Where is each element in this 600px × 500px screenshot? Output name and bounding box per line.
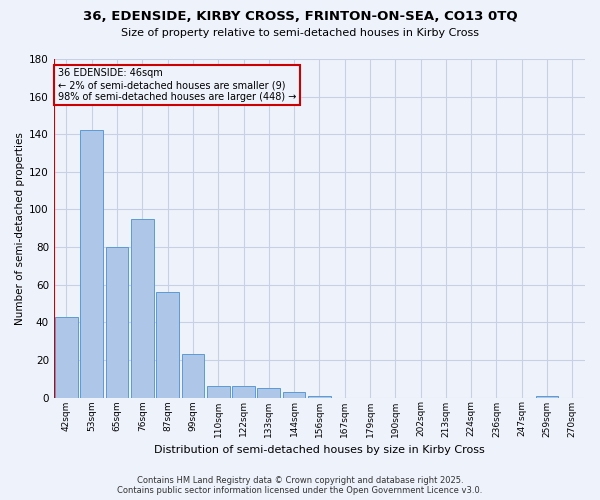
Bar xyxy=(80,130,103,398)
Bar xyxy=(55,316,78,398)
Bar xyxy=(308,396,331,398)
Bar xyxy=(536,396,559,398)
X-axis label: Distribution of semi-detached houses by size in Kirby Cross: Distribution of semi-detached houses by … xyxy=(154,445,485,455)
Bar xyxy=(283,392,305,398)
Y-axis label: Number of semi-detached properties: Number of semi-detached properties xyxy=(15,132,25,324)
Bar xyxy=(257,388,280,398)
Bar xyxy=(207,386,230,398)
Text: 36 EDENSIDE: 46sqm
← 2% of semi-detached houses are smaller (9)
98% of semi-deta: 36 EDENSIDE: 46sqm ← 2% of semi-detached… xyxy=(58,68,296,102)
Bar xyxy=(106,247,128,398)
Bar xyxy=(156,292,179,398)
Bar xyxy=(232,386,255,398)
Text: Size of property relative to semi-detached houses in Kirby Cross: Size of property relative to semi-detach… xyxy=(121,28,479,38)
Text: 36, EDENSIDE, KIRBY CROSS, FRINTON-ON-SEA, CO13 0TQ: 36, EDENSIDE, KIRBY CROSS, FRINTON-ON-SE… xyxy=(83,10,517,23)
Text: Contains HM Land Registry data © Crown copyright and database right 2025.
Contai: Contains HM Land Registry data © Crown c… xyxy=(118,476,482,495)
Bar xyxy=(182,354,204,398)
Bar xyxy=(131,219,154,398)
